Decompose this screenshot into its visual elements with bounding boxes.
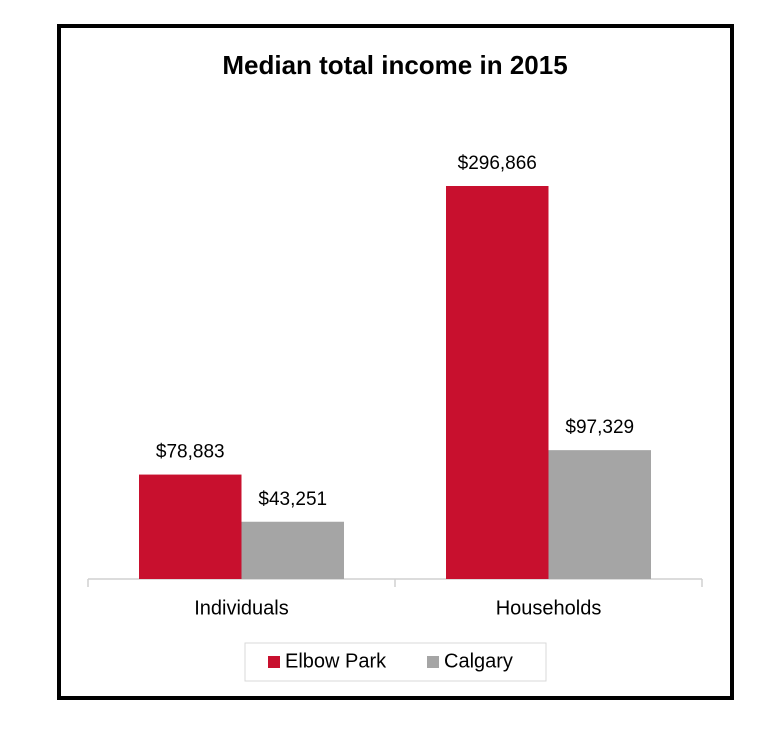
legend-box [244,642,547,682]
bar [548,450,651,579]
data-label: $78,883 [156,442,225,463]
legend-swatch [427,656,439,668]
x-tick-label: Households [496,597,602,619]
data-label: $296,866 [458,153,537,174]
data-label: $97,329 [565,417,634,438]
data-label: $43,251 [258,489,327,510]
chart-title: Median total income in 2015 [222,50,567,80]
frame [57,24,734,700]
legend-label: Elbow Park [285,650,387,672]
legend-label: Calgary [444,650,513,672]
bar [139,474,242,579]
bar [241,521,344,579]
legend-swatch [268,656,280,668]
bar [446,186,549,579]
x-tick-label: Individuals [194,597,289,619]
